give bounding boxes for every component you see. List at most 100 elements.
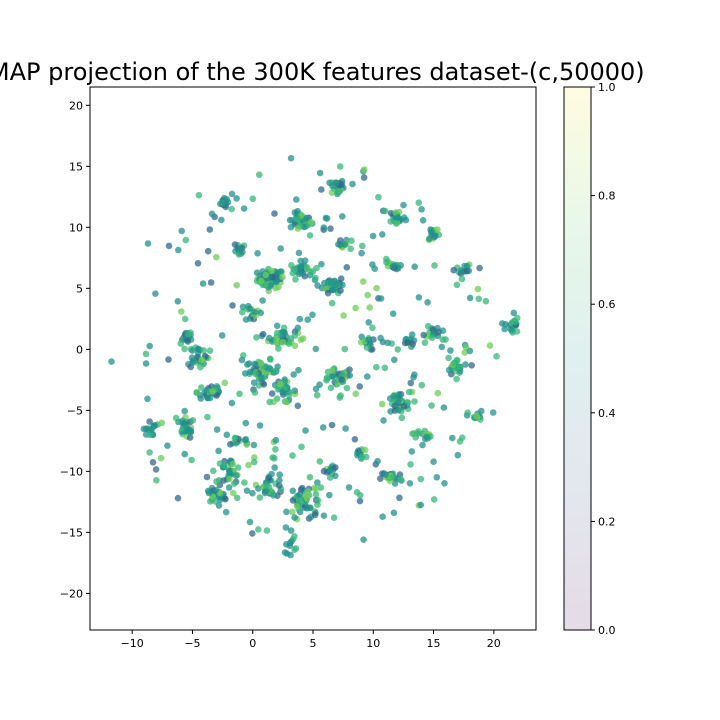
scatter-point — [346, 372, 354, 379]
scatter-point — [268, 390, 276, 397]
scatter-point — [277, 380, 284, 388]
scatter-point — [326, 491, 333, 499]
colorbar-tick-label: 1.0 — [598, 81, 616, 94]
scatter-point — [303, 495, 311, 503]
scatter-point — [353, 489, 361, 496]
scatter-point — [303, 263, 311, 271]
scatter-point — [271, 210, 278, 217]
scatter-point — [282, 524, 290, 531]
scatter-point — [423, 433, 431, 441]
scatter-point — [221, 462, 228, 469]
scatter-point — [378, 400, 386, 408]
scatter-point — [280, 328, 287, 336]
scatter-point — [208, 210, 216, 218]
scatter-point — [411, 263, 419, 271]
scatter-point — [241, 479, 248, 486]
scatter-point — [269, 490, 276, 497]
scatter-point — [249, 195, 256, 202]
scatter-point — [293, 196, 300, 203]
scatter-point — [289, 497, 297, 504]
scatter-point — [251, 360, 258, 368]
x-axis-ticks: −10 −5 0 5 10 15 20 — [121, 630, 501, 650]
scatter-point — [290, 371, 298, 378]
scatter-point — [289, 452, 296, 459]
scatter-point — [445, 366, 453, 374]
scatter-point — [177, 340, 185, 347]
scatter-point — [334, 380, 341, 388]
scatter-point — [267, 365, 274, 373]
scatter-point — [259, 330, 267, 338]
x-tick-label: −10 — [121, 637, 144, 650]
scatter-point — [379, 231, 386, 238]
scatter-point — [493, 353, 500, 360]
scatter-point — [215, 447, 222, 455]
y-tick-label: −5 — [67, 404, 83, 417]
scatter-point — [312, 274, 319, 282]
scatter-point — [360, 536, 367, 543]
scatter-point — [279, 339, 287, 346]
scatter-point — [183, 427, 190, 435]
scatter-point — [213, 426, 221, 433]
scatter-point — [146, 449, 153, 456]
scatter-point — [149, 459, 157, 466]
scatter-point — [377, 295, 385, 302]
scatter-point — [182, 236, 190, 244]
scatter-point — [181, 315, 189, 323]
scatter-point — [396, 494, 403, 502]
colorbar-tick-label: 0.2 — [598, 515, 616, 528]
scatter-point — [287, 527, 295, 534]
colorbar-tick-label: 0.6 — [598, 298, 616, 311]
scatter-point — [337, 287, 344, 294]
scatter-point — [231, 434, 239, 442]
scatter-point — [318, 260, 325, 268]
scatter-point — [415, 294, 423, 301]
scatter-point — [241, 436, 249, 444]
scatter-point — [212, 486, 220, 494]
scatter-point — [347, 245, 355, 253]
scatter-point — [251, 308, 259, 316]
scatter-point — [417, 475, 425, 483]
scatter-point — [273, 367, 280, 374]
scatter-point — [317, 484, 325, 491]
scatter-point — [263, 482, 271, 490]
y-axis-ticks: −20 −15 −10 −5 0 5 10 15 20 — [60, 99, 90, 600]
scatter-point — [253, 269, 261, 277]
scatter-point — [218, 216, 225, 224]
scatter-point — [228, 399, 236, 407]
scatter-point — [108, 358, 115, 365]
scatter-point — [510, 309, 518, 317]
scatter-point — [419, 441, 426, 449]
scatter-point — [239, 303, 247, 311]
scatter-point — [359, 242, 366, 250]
scatter-point — [276, 477, 283, 484]
scatter-point — [321, 279, 328, 287]
scatter-point — [381, 364, 389, 372]
scatter-point — [319, 424, 327, 431]
y-tick-label: −10 — [60, 465, 83, 478]
scatter-point — [221, 379, 229, 387]
x-tick-label: 15 — [427, 637, 441, 650]
scatter-point — [381, 207, 389, 215]
scatter-point — [456, 363, 464, 371]
chart-title: UMAP projection of the 300K features dat… — [0, 58, 645, 86]
scatter-point — [380, 417, 387, 424]
scatter-point — [272, 436, 280, 444]
scatter-point — [279, 273, 286, 281]
scatter-point — [411, 398, 418, 405]
scatter-point — [240, 205, 248, 212]
scatter-point — [283, 508, 290, 516]
scatter-point — [332, 464, 339, 471]
scatter-point — [289, 487, 297, 495]
scatter-point — [255, 171, 263, 178]
scatter-point — [294, 225, 302, 232]
scatter-point — [148, 426, 155, 434]
scatter-point — [324, 289, 332, 297]
scatter-point — [306, 504, 314, 512]
scatter-point — [152, 466, 160, 473]
scatter-point — [314, 282, 321, 289]
scatter-point — [343, 264, 351, 271]
scatter-point — [407, 379, 415, 387]
scatter-point — [356, 383, 364, 390]
scatter-point — [228, 190, 236, 198]
scatter-point — [239, 308, 246, 316]
